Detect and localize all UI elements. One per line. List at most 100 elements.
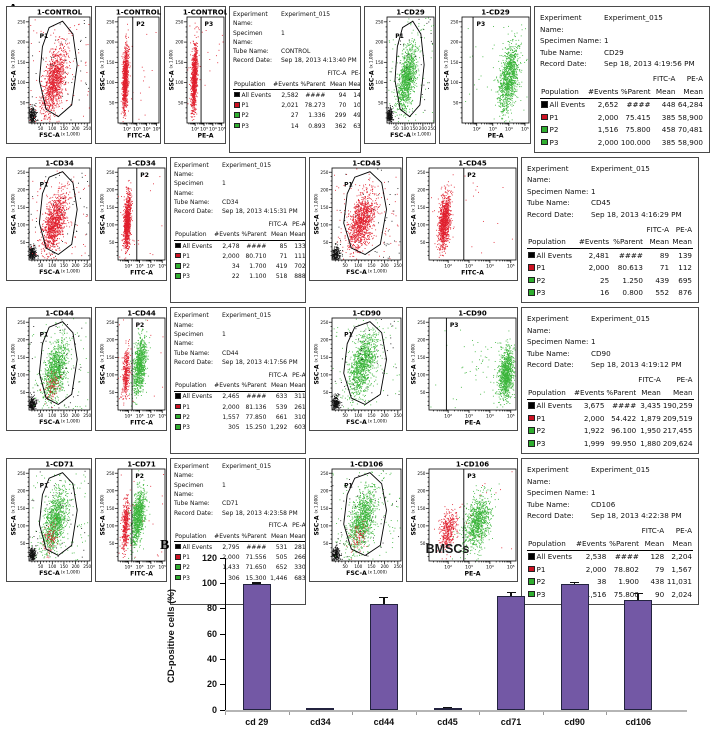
population-swatch <box>234 112 240 118</box>
meta-row: Experiment Name: Experiment_015 <box>174 312 272 329</box>
x-category-label: cd106 <box>625 717 651 727</box>
chart-plot-area: 0 20 40 60 80 100 120 cd 29 cd34 cd44 cd45 cd71 cd90… <box>150 542 710 730</box>
meta-row: Specimen Name: 1 <box>174 180 226 197</box>
meta-row: Record Date: Sep 18, 2013 4:15:31 PM <box>174 208 298 216</box>
population-swatch <box>175 263 181 269</box>
meta-row: Record Date: Sep 18, 2013 4:22:38 PM <box>527 511 682 521</box>
meta-row: Experiment Name: Experiment_015 <box>174 463 272 480</box>
scatter-canvas <box>165 7 227 143</box>
error-bar <box>637 593 639 608</box>
population-swatch <box>528 578 535 585</box>
bar-cd44 <box>369 603 398 710</box>
error-cap-top <box>252 582 262 584</box>
scatter-canvas <box>365 7 437 143</box>
population-swatch <box>541 101 548 108</box>
meta-row: Record Date: Sep 18, 2013 4:19:56 PM <box>540 59 695 69</box>
population-swatch <box>175 564 181 570</box>
population-row: P2 25 1.250 439 695 <box>527 274 693 287</box>
meta-row: Experiment Name: Experiment_015 <box>174 161 272 178</box>
flow-row-3: Experiment Name: Experiment_015 Specimen N… <box>6 307 710 455</box>
scatter-canvas <box>96 157 168 280</box>
population-row: P1 2,000 54.422 1,879 209,519 <box>527 412 694 425</box>
y-tick <box>220 582 225 585</box>
population-swatch <box>528 565 535 573</box>
scatter-canvas <box>96 308 168 431</box>
meta-row: Specimen Name: 1 <box>540 36 609 46</box>
population-row: All Events 2,481 #### 89 139 <box>527 249 693 262</box>
meta-row: Tube Name: CD71 <box>174 500 239 508</box>
y-tick-label: 40 <box>206 653 217 664</box>
x-category-label: cd 29 <box>245 717 269 727</box>
population-swatch <box>175 393 181 399</box>
scatter-canvas <box>310 157 404 280</box>
flow-row-2: Experiment Name: Experiment_015 Specimen N… <box>6 156 710 304</box>
population-table: FITC-APE-APopulation#Events%ParentMeanMe… <box>233 69 360 132</box>
bar-cd71 <box>497 596 526 710</box>
meta-row: Experiment Name: Experiment_015 <box>527 163 650 185</box>
scatter-canvas <box>407 308 519 431</box>
y-tick-label: 120 <box>201 552 217 563</box>
meta-row: Tube Name: CD45 <box>527 198 611 208</box>
population-swatch <box>528 289 535 296</box>
meta-row: Experiment Name: Experiment_015 <box>540 13 663 34</box>
scatter-canvas <box>7 459 93 582</box>
chart-title: BMSCs <box>425 542 470 556</box>
population-swatch <box>175 252 181 259</box>
meta-row: Specimen Name: 1 <box>527 488 596 498</box>
population-swatch <box>175 413 181 420</box>
meta-row: Record Date: Sep 18, 2013 4:17:56 PM <box>174 358 298 366</box>
y-tick <box>220 684 225 686</box>
population-row: All Events 2,795 #### 531 281 <box>174 542 305 553</box>
population-row: P3 16 0.800 552 876 <box>527 287 693 300</box>
x-minor-tick <box>225 712 226 715</box>
population-row: P2 1,922 96.100 1,950 217,455 <box>527 425 694 438</box>
meta-row: Specimen Name: 1 <box>527 186 596 196</box>
meta-row: Tube Name: CD106 <box>527 499 616 509</box>
flow-plot-1-cd45-4 <box>309 156 404 281</box>
population-swatch <box>175 273 181 279</box>
meta-row: Record Date: Sep 18, 2013 4:13:40 PM <box>233 57 357 65</box>
flow-plot-1-cd44-1 <box>6 307 93 432</box>
flow-row-4: Experiment Name: Experiment_015 Specimen N… <box>6 458 710 605</box>
y-tick-label: 80 <box>206 603 217 614</box>
meta-row: Experiment Name: Experiment_015 <box>527 314 650 335</box>
population-swatch <box>175 543 181 550</box>
stats-panel-CD90: Experiment Name: Experiment_015 Specimen N… <box>521 307 699 455</box>
bar-chart: BMSCs CD-positive cells (%) 0 20 40 60 80 100… <box>150 542 710 730</box>
bar-cd90 <box>560 583 589 710</box>
experiment-meta: Experiment Name: Experiment_015 Specimen N… <box>174 462 302 518</box>
population-swatch <box>175 554 181 560</box>
population-swatch <box>175 424 181 430</box>
meta-row: Record Date: Sep 18, 2013 4:23:58 PM <box>174 509 298 517</box>
population-row: All Events 2,652 #### 448 64,284 <box>540 98 704 111</box>
scatter-canvas <box>407 459 519 582</box>
x-category-label: cd45 <box>437 717 458 727</box>
experiment-meta: Experiment Name: Experiment_015 Specimen N… <box>527 464 693 522</box>
population-row: P3 22 1.100 518 888 <box>174 272 305 282</box>
population-row: All Events 2,465 #### 633 311 <box>174 391 305 402</box>
experiment-meta: Experiment Name: Experiment_015 Specimen N… <box>527 163 693 221</box>
meta-row: Tube Name: CONTROL <box>233 48 311 56</box>
population-swatch <box>528 590 535 598</box>
panel-b: B BMSCs CD-positive cells (%) 0 20 40 60 80 1… <box>0 538 714 732</box>
stats-panel-CD44: Experiment Name: Experiment_015 Specimen N… <box>170 307 306 455</box>
x-minor-tick <box>415 712 417 715</box>
scatter-canvas <box>440 7 532 143</box>
population-swatch <box>528 440 535 447</box>
flow-plot-1-cd90-5 <box>406 307 519 432</box>
population-swatch <box>528 276 535 284</box>
population-row: P2 1,433 71.650 652 330 <box>174 563 305 573</box>
population-swatch <box>234 122 240 129</box>
x-baseline <box>225 709 687 713</box>
flow-plot-1-cd34-2 <box>95 156 168 281</box>
experiment-meta: Experiment Name: Experiment_015 Specimen N… <box>527 313 693 371</box>
